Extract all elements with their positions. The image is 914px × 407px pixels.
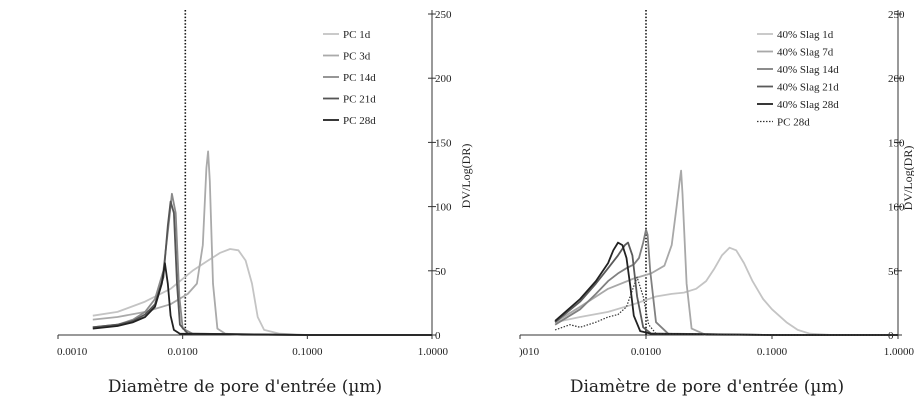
left-y-tick-label: 150	[435, 137, 452, 149]
right-x-tick-label: 1.0000	[884, 346, 914, 358]
left-x-tick-label: 0.0010	[57, 346, 88, 358]
left-y-tick-label: 0	[435, 330, 441, 342]
right-series-line	[554, 246, 898, 336]
left-series-line	[92, 262, 432, 336]
right-chart: 0 50 100 150 200 250 )010 0.0100 0.1000 1.0000 40%…	[519, 9, 914, 397]
left-legend-label: PC 1d	[343, 29, 371, 41]
right-series-line	[554, 276, 898, 336]
right-y-axis-label: DV/Log(DR)	[901, 146, 914, 211]
left-x-tick-label: 0.1000	[292, 346, 323, 358]
left-series-line	[92, 248, 432, 336]
right-y-tick-label: 200	[888, 73, 905, 85]
right-y-tick-label: 0	[888, 330, 894, 342]
left-legend-label: PC 14d	[343, 72, 376, 84]
left-y-axis-label: DV/Log(DR)	[459, 144, 473, 209]
right-x-tick-label: 0.1000	[757, 346, 788, 358]
right-x-tick-label: 0.0100	[631, 346, 662, 358]
right-series-line	[554, 228, 898, 336]
right-x-axis-label: Diamètre de pore d'entrée (µm)	[570, 377, 844, 397]
right-x-tick-label: )010	[519, 346, 540, 358]
left-x-axis-label: Diamètre de pore d'entrée (µm)	[108, 377, 382, 397]
left-y-tick-label: 50	[435, 266, 447, 278]
left-series-line	[92, 150, 432, 336]
right-series-line	[554, 169, 898, 336]
left-y-tick-label: 100	[435, 202, 452, 214]
right-legend-label: 40% Slag 21d	[777, 82, 839, 94]
left-series-line	[92, 192, 432, 336]
right-y-tick-label: 250	[888, 9, 905, 21]
left-y-tick-label: 200	[435, 73, 452, 85]
right-legend-label: 40% Slag 14d	[777, 64, 839, 76]
left-x-tick-label: 0.0100	[168, 346, 199, 358]
left-chart: 0 50 100 150 200 250 0.0010 0.0100 0.1000 1.0000 P…	[57, 9, 473, 397]
right-series-line	[554, 241, 898, 336]
left-legend-label: PC 3d	[343, 51, 371, 63]
right-y-tick-label: 100	[888, 202, 905, 214]
right-legend-label: 40% Slag 28d	[777, 99, 839, 111]
left-y-tick-label: 250	[435, 9, 452, 21]
left-legend-label: PC 28d	[343, 115, 376, 127]
left-series-line	[92, 200, 432, 336]
right-legend-label: 40% Slag 7d	[777, 47, 834, 59]
left-legend-label: PC 21d	[343, 94, 376, 106]
right-legend-label: PC 28d	[777, 117, 810, 129]
right-legend-label: 40% Slag 1d	[777, 29, 834, 41]
right-y-tick-label: 50	[888, 266, 900, 278]
right-y-tick-label: 150	[888, 137, 905, 149]
left-x-tick-label: 1.0000	[418, 346, 449, 358]
